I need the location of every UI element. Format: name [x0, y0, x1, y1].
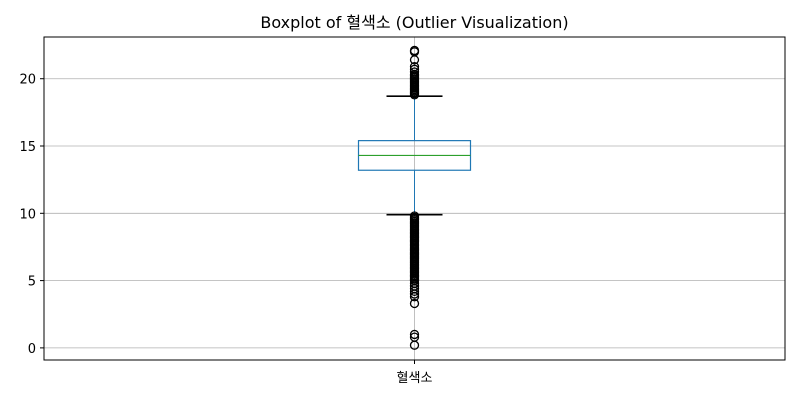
outlier-point [409, 45, 420, 56]
x-tick-label: 혈색소 [397, 371, 433, 386]
outlier-point [409, 298, 420, 309]
y-tick-label: 5 [28, 275, 36, 290]
outlier-points [409, 45, 420, 350]
outlier-point [409, 289, 420, 299]
y-tick-label: 20 [19, 73, 36, 88]
box-elements [357, 95, 472, 216]
outlier-point [409, 286, 420, 297]
outlier-point [409, 67, 420, 77]
outlier-point [409, 61, 420, 72]
outlier-point [409, 292, 420, 302]
outlier-point [409, 340, 420, 350]
y-tick-label: 15 [19, 140, 36, 155]
chart-title: Boxplot of 혈색소 (Outlier Visualization) [260, 13, 568, 32]
y-tick-label: 0 [28, 342, 36, 357]
axis-ticks: 0 5 10 15 20 혈색소 [19, 73, 432, 386]
outlier-point [409, 329, 420, 340]
y-tick-label: 10 [19, 207, 36, 222]
outlier-point [409, 64, 420, 74]
